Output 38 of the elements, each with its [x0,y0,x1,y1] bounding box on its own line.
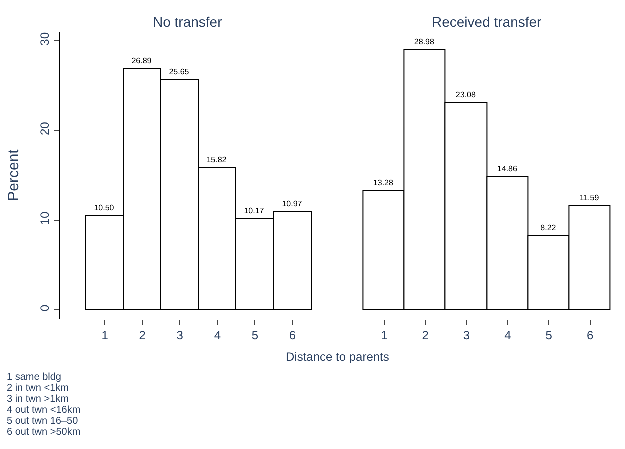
x-tick-label: 6 [586,328,594,342]
data-label: 11.59 [580,194,600,202]
chart-title: No transfer [153,14,223,30]
x-tick-label: 2 [139,328,146,342]
text: 10.50 [94,204,114,212]
x-tick-label: 1 [381,328,388,342]
text: 10.97 [282,200,302,208]
x-tick-label: 5 [252,328,259,342]
data-label: 13.28 [373,178,394,188]
x-tick-label: 4 [504,328,512,342]
x-tick-label: 6 [289,328,296,342]
text: 6 out twn >50km [7,427,81,438]
y-tick-label: 10 [38,212,52,226]
y-tick-label: 0 [38,304,52,312]
x-tick-label: 1 [102,328,109,342]
x-tick-label: 5 [546,328,553,342]
y-axis-title: Percent [5,148,22,202]
text: 5 out twn 16–50 [7,416,79,427]
data-label: 28.98 [414,38,435,46]
x-tick-label: 3 [463,328,470,342]
text: 2 in twn <1km [7,383,69,394]
x-tick-label: 3 [176,328,184,342]
data-label: 8.22 [540,224,557,232]
text: 26.89 [132,56,152,66]
text: 10.17 [244,206,264,216]
x-tick-label: 4 [214,328,222,342]
data-label: 14.86 [497,164,518,174]
text: 15.82 [206,156,227,164]
y-tick-label: 30 [38,32,52,46]
text: 4 out twn <16km [7,405,81,416]
y-tick-label: 20 [38,122,52,136]
chart-title: Received transfer [432,14,542,30]
data-label: 23.08 [456,90,476,100]
text: 3 in twn >1km [7,394,69,405]
x-axis-title: Distance to parents [286,350,390,364]
text: 25.65 [169,68,190,76]
x-tick-label: 2 [422,328,430,342]
text: 1 same bldg [7,372,62,383]
